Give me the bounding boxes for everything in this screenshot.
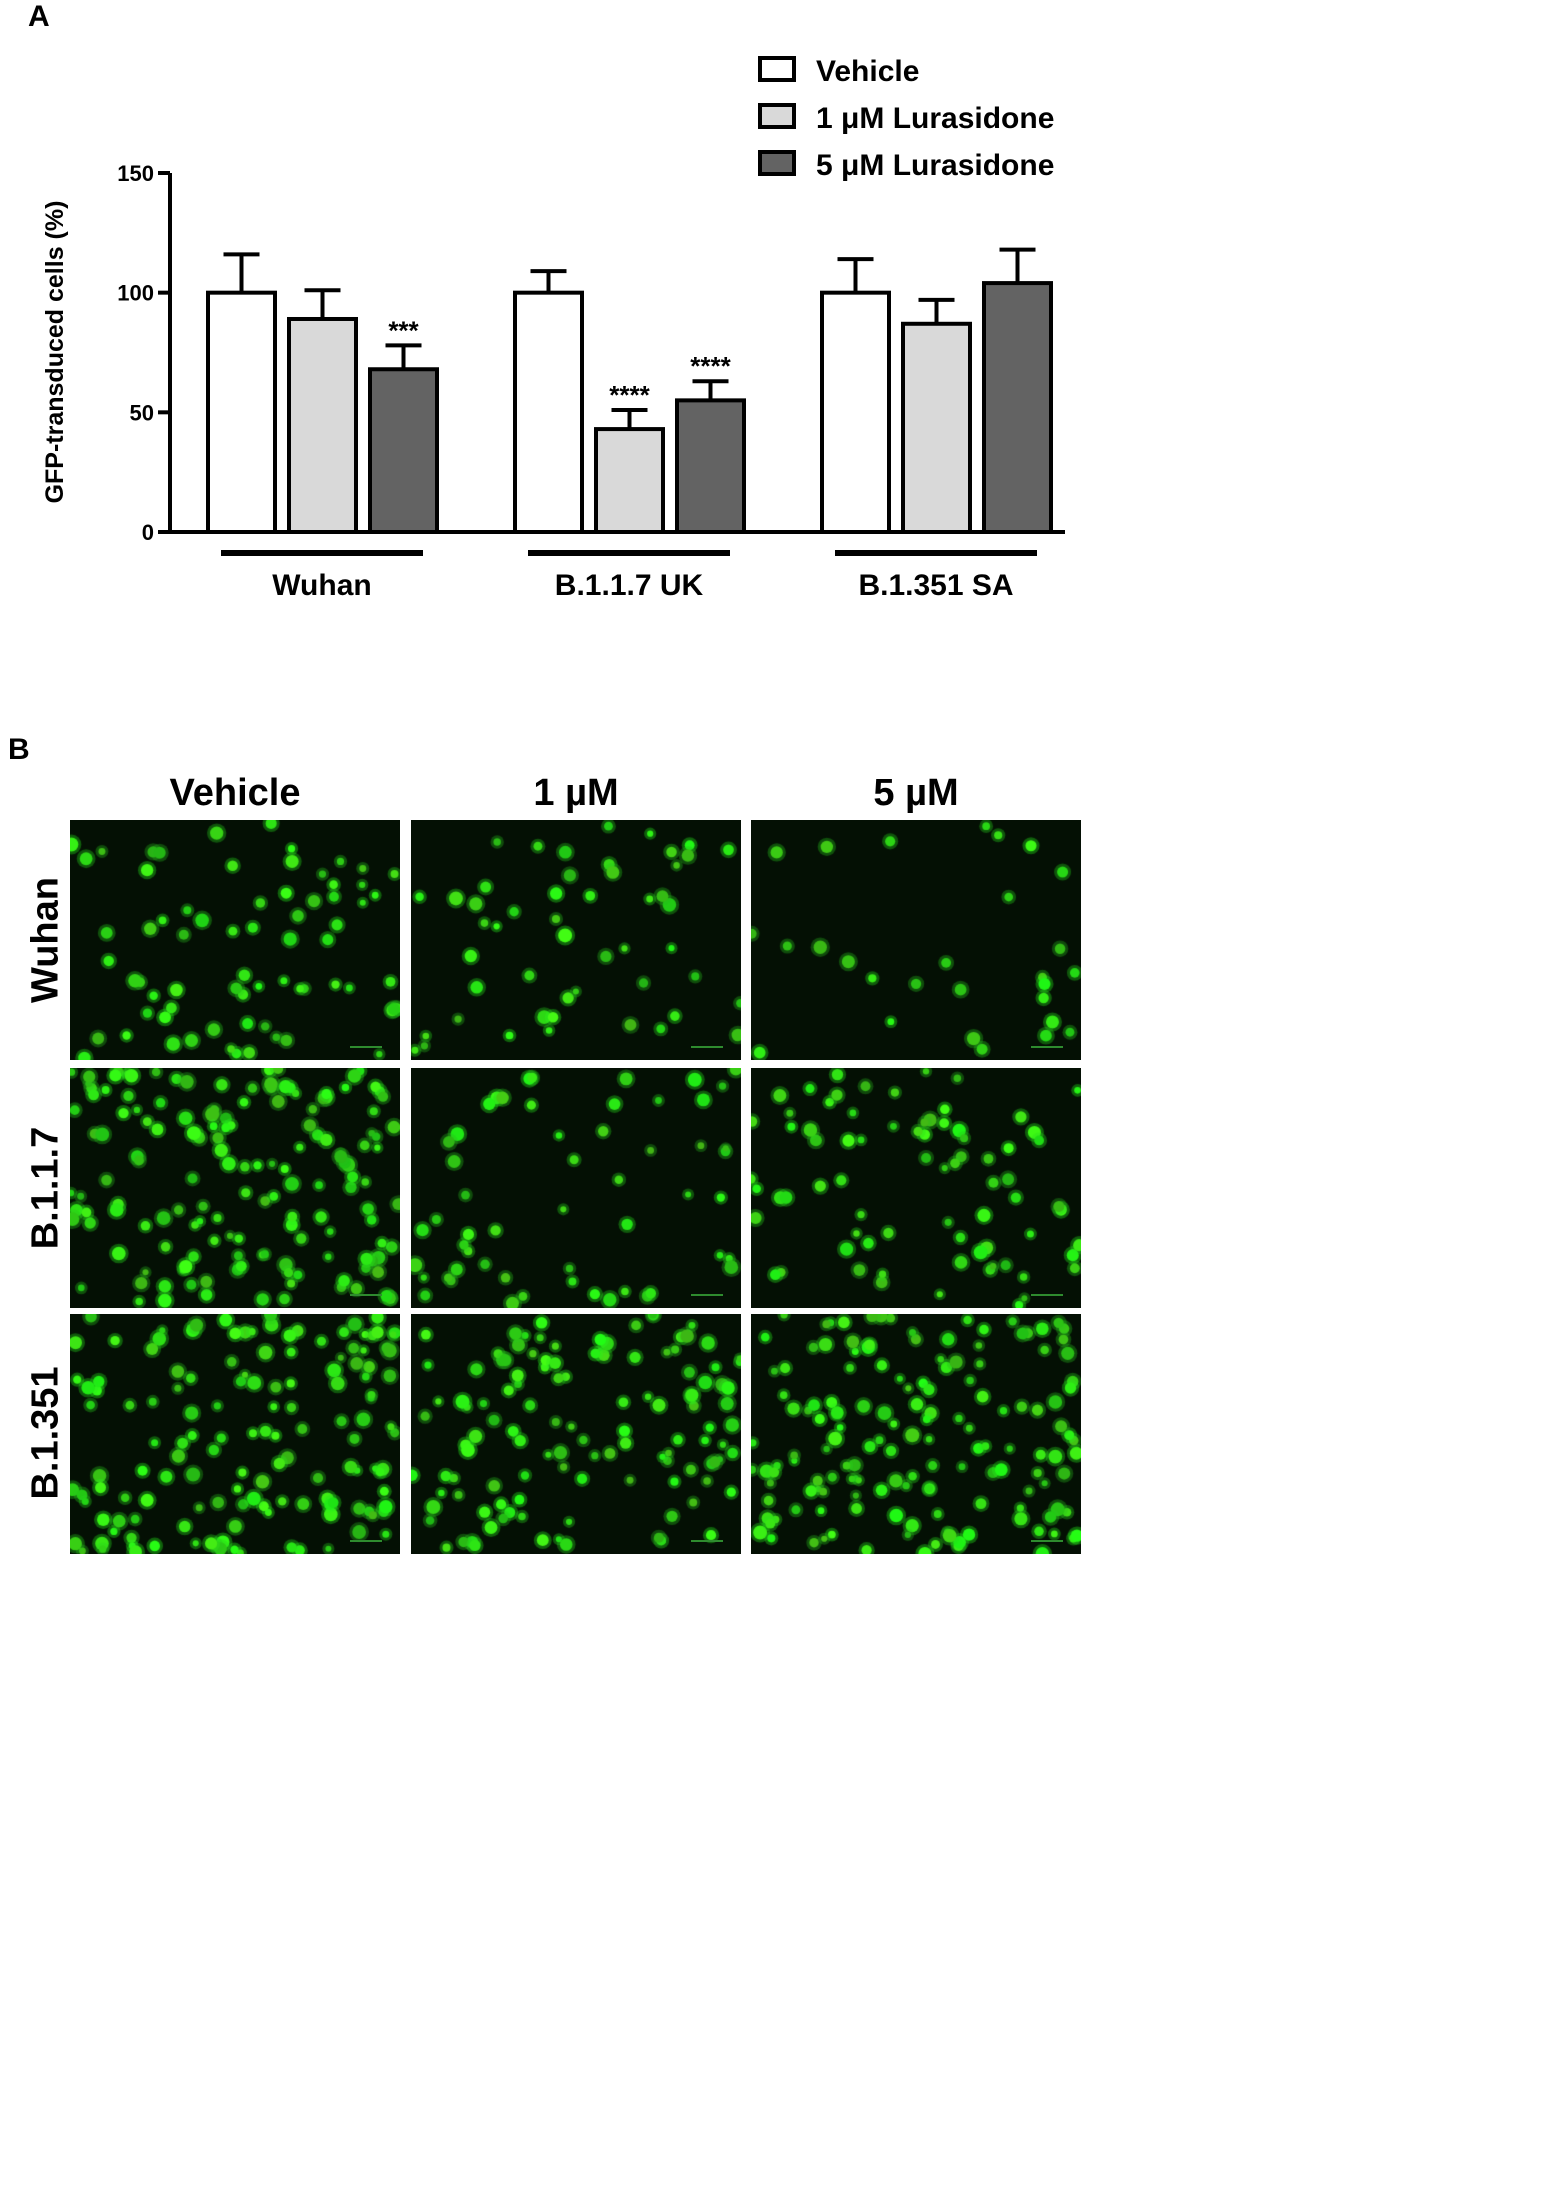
scale-bar xyxy=(1031,1046,1063,1048)
legend-label: 1 μM Lurasidone xyxy=(816,102,1054,135)
significance-label: *** xyxy=(388,315,419,345)
significance-label: **** xyxy=(690,351,731,381)
scale-bar xyxy=(691,1540,723,1542)
fluorescence-image xyxy=(411,1314,741,1554)
fluorescence-image xyxy=(411,820,741,1060)
legend-swatch xyxy=(758,56,796,82)
y-axis-label: GFP-transduced cells (%) xyxy=(41,201,69,504)
bar xyxy=(675,398,746,534)
y-tick-label: 150 xyxy=(117,161,154,186)
row-header-wuhan: Wuhan xyxy=(24,877,67,1003)
micrograph-b117-vehicle xyxy=(70,1068,400,1308)
y-tick-label: 100 xyxy=(117,281,154,306)
bar xyxy=(594,427,665,534)
fluorescence-image xyxy=(70,820,400,1060)
significance-label: **** xyxy=(609,380,650,410)
panel-b-label: B xyxy=(8,733,30,766)
category-label: B.1.1.7 UK xyxy=(555,569,704,602)
micrograph-b117-5um xyxy=(751,1068,1081,1308)
fluorescence-image xyxy=(751,820,1081,1060)
category-label: B.1.351 SA xyxy=(858,569,1013,602)
micrograph-b1351-5um xyxy=(751,1314,1081,1554)
fluorescence-image xyxy=(751,1068,1081,1308)
bar xyxy=(368,367,439,534)
micrograph-b1351-vehicle xyxy=(70,1314,400,1554)
bar-chart: 0 50 100 150 GFP-transduced cells (%) *** Wuha… xyxy=(41,55,1065,602)
column-header-vehicle: Vehicle xyxy=(169,772,301,814)
bar xyxy=(513,290,584,534)
column-header-1um: 1 µM xyxy=(533,772,619,814)
micrograph-b117-1um xyxy=(411,1068,741,1308)
fluorescence-image xyxy=(70,1068,400,1308)
fluorescence-image xyxy=(411,1068,741,1308)
legend-swatch xyxy=(758,150,796,176)
y-tick-label: 50 xyxy=(130,400,154,425)
bar xyxy=(287,316,358,535)
column-header-5um: 5 µM xyxy=(873,772,959,814)
category-label: Wuhan xyxy=(272,569,371,602)
micrograph-wuhan-5um xyxy=(751,820,1081,1060)
panel-a-label: A xyxy=(28,0,50,33)
bar xyxy=(820,290,891,534)
row-header-b117: B.1.1.7 xyxy=(24,1126,67,1250)
scale-bar xyxy=(350,1294,382,1296)
bar xyxy=(901,321,972,534)
scale-bar xyxy=(691,1294,723,1296)
fluorescence-image xyxy=(70,1314,400,1554)
fluorescence-image xyxy=(751,1314,1081,1554)
micrograph-wuhan-vehicle xyxy=(70,820,400,1060)
scale-bar xyxy=(1031,1540,1063,1542)
legend-swatch xyxy=(758,103,796,129)
row-header-b1351: B.1.351 xyxy=(24,1366,67,1500)
legend-label: 5 μM Lurasidone xyxy=(816,149,1054,182)
scale-bar xyxy=(1031,1294,1063,1296)
y-tick-label: 0 xyxy=(142,520,154,545)
scale-bar xyxy=(691,1046,723,1048)
scale-bar xyxy=(350,1046,382,1048)
bar xyxy=(982,281,1053,534)
scale-bar xyxy=(350,1540,382,1542)
legend-label: Vehicle xyxy=(816,55,919,88)
bar xyxy=(206,290,277,534)
micrograph-b1351-1um xyxy=(411,1314,741,1554)
micrograph-wuhan-1um xyxy=(411,820,741,1060)
